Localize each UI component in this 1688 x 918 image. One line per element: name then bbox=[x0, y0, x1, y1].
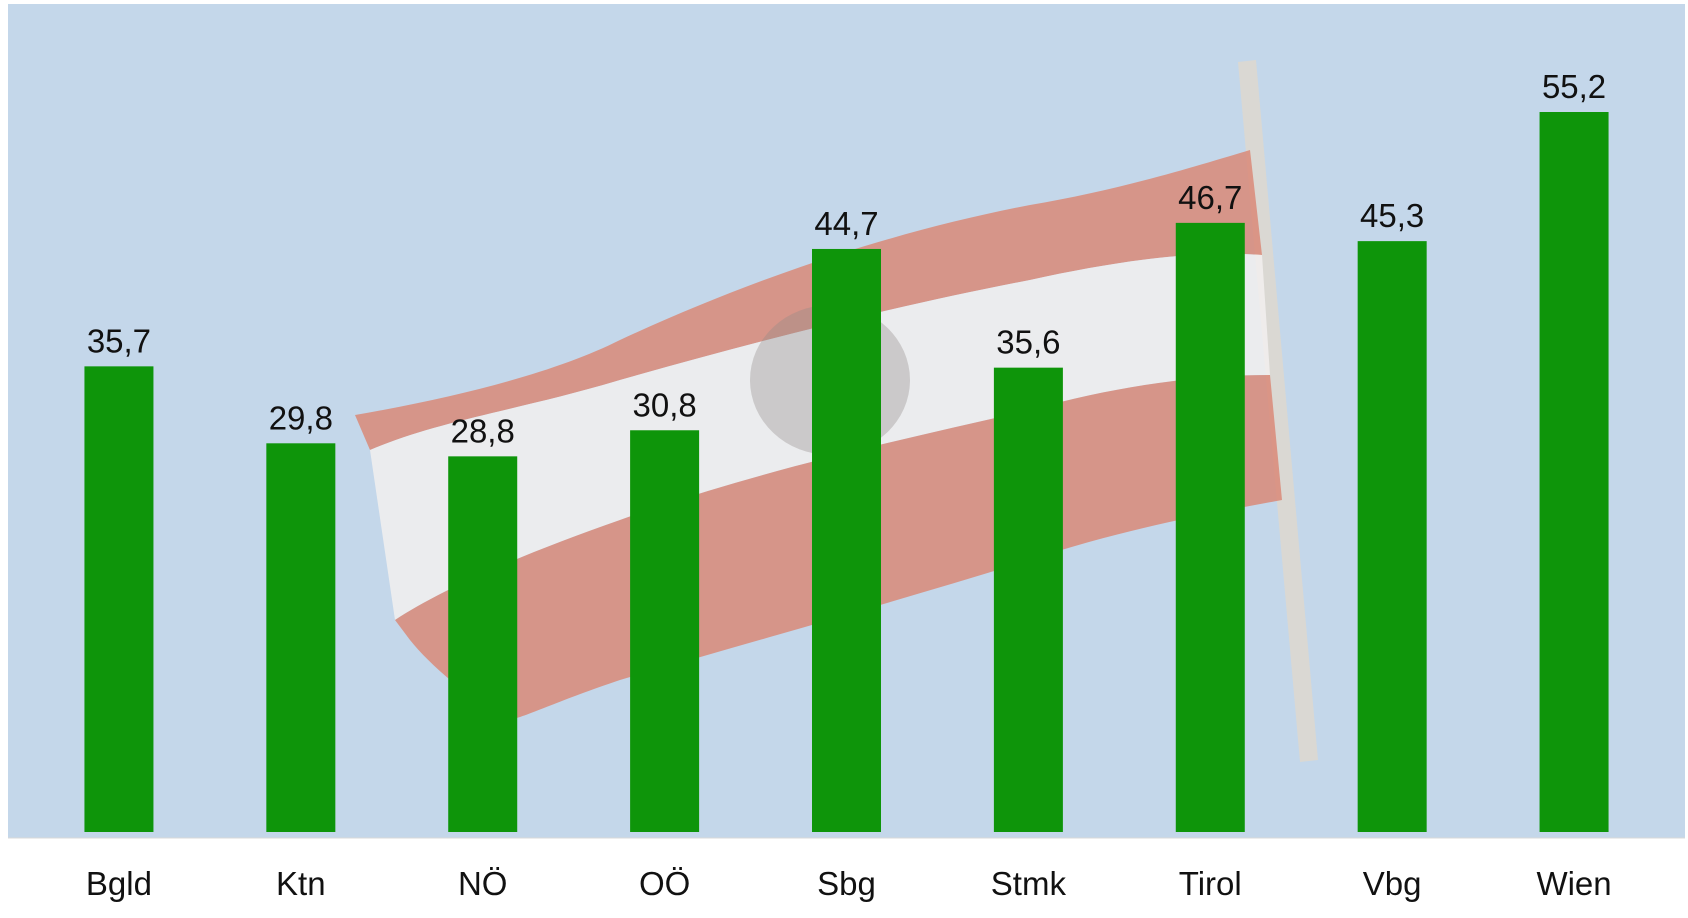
value-label: 28,8 bbox=[451, 412, 515, 449]
value-label: 45,3 bbox=[1360, 197, 1424, 234]
value-label: 55,2 bbox=[1542, 68, 1606, 105]
bar bbox=[84, 366, 154, 832]
x-tick-label: Bgld bbox=[86, 865, 152, 902]
x-tick-label: OÖ bbox=[639, 865, 690, 902]
bar bbox=[812, 248, 881, 832]
value-label: 46,7 bbox=[1178, 179, 1242, 216]
bar bbox=[448, 456, 518, 832]
bar bbox=[1357, 241, 1427, 832]
x-tick-label: Wien bbox=[1536, 865, 1611, 902]
x-tick-label: Ktn bbox=[276, 865, 326, 902]
bar bbox=[630, 430, 700, 832]
value-label: 30,8 bbox=[632, 386, 696, 423]
value-label: 44,7 bbox=[814, 205, 878, 242]
x-tick-label: Vbg bbox=[1363, 865, 1422, 902]
x-tick-label: Sbg bbox=[817, 865, 876, 902]
value-label: 35,6 bbox=[996, 324, 1060, 361]
x-tick-label: Stmk bbox=[991, 865, 1067, 902]
bar bbox=[266, 443, 336, 832]
x-tick-label: Tirol bbox=[1179, 865, 1242, 902]
bar bbox=[1175, 222, 1245, 832]
x-tick-label: NÖ bbox=[458, 865, 508, 902]
value-label: 29,8 bbox=[269, 399, 333, 436]
bar bbox=[993, 367, 1063, 832]
bar bbox=[1539, 112, 1609, 832]
value-label: 35,7 bbox=[87, 322, 151, 359]
